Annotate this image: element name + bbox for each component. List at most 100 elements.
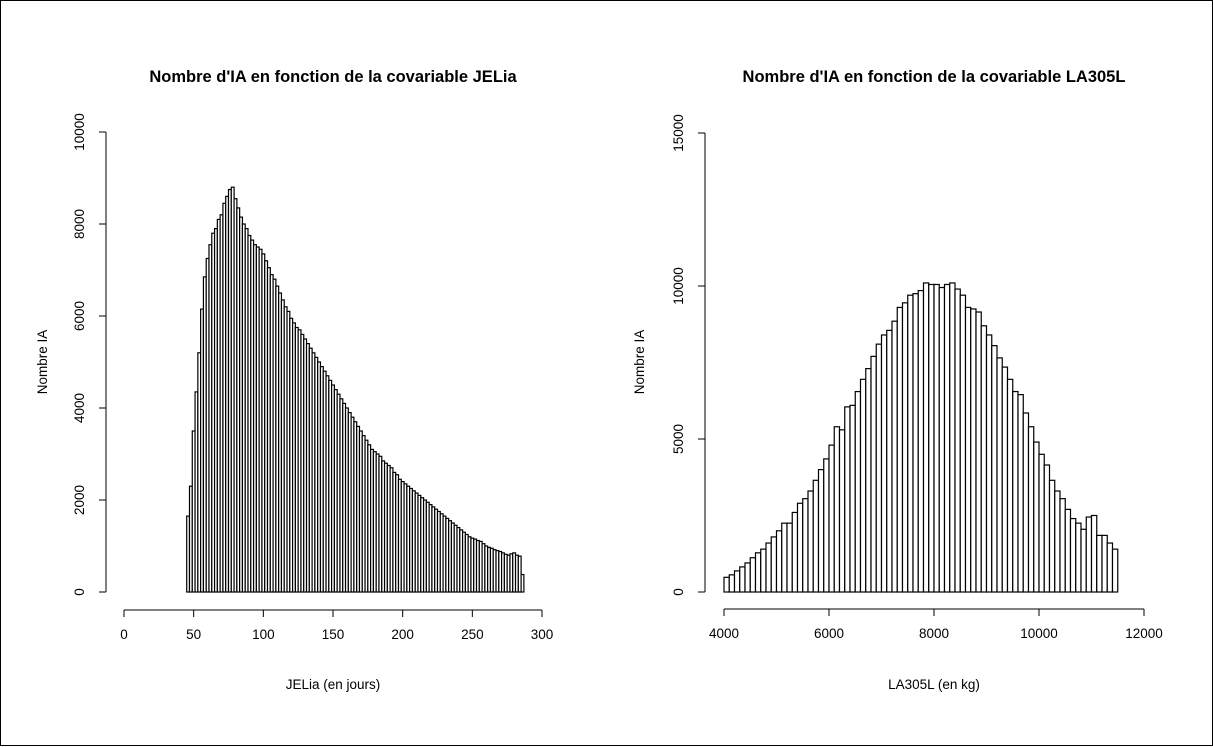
histogram-bar (880, 334, 888, 593)
histogram-bar (1012, 390, 1019, 593)
histogram-bar (1085, 516, 1093, 593)
histogram-bar (1054, 490, 1061, 593)
histogram-bar (991, 345, 998, 593)
histogram-bar (844, 406, 851, 593)
histogram-bar (781, 522, 788, 593)
histogram-bar (1038, 453, 1045, 593)
histogram-bar (1096, 534, 1103, 593)
histogram-bar (865, 368, 872, 593)
x-tick-label: 200 (391, 627, 414, 642)
histogram-jelia-panel: Nombre d'IA en fonction de la covariable… (35, 68, 553, 692)
histogram-bar (1033, 441, 1040, 593)
x-tick-label: 0 (120, 627, 128, 642)
histogram-bar (1059, 498, 1066, 593)
histogram-bar (970, 308, 977, 593)
histogram-bar (760, 548, 767, 593)
histogram-bar (739, 566, 746, 593)
y-tick-label: 2000 (72, 485, 87, 515)
histogram-bar (775, 530, 783, 593)
y-axis-jelia: 0 2000 4000 6000 8000 10000 (72, 113, 107, 596)
histogram-bar (954, 288, 961, 593)
y-tick-label: 10000 (72, 113, 87, 151)
chart-title-jelia: Nombre d'IA en fonction de la covariable… (149, 68, 517, 86)
histogram-bar (875, 343, 883, 593)
histogram-bar (1017, 394, 1024, 593)
histogram-bar (901, 302, 909, 593)
x-tick-label: 50 (186, 627, 201, 642)
histogram-bar (891, 320, 898, 593)
histogram-bar (917, 289, 925, 593)
y-tick-label: 8000 (72, 209, 87, 239)
histogram-bar (1027, 426, 1035, 593)
histogram-bar (728, 574, 736, 593)
histogram-bar (1069, 517, 1077, 593)
histogram-bar (943, 283, 951, 593)
y-tick-label: 0 (72, 588, 87, 596)
histogram-bar (733, 570, 741, 593)
histogram-bar (870, 355, 877, 593)
y-axis-la305l: 0 5000 10000 15000 (671, 114, 706, 596)
histogram-bar (812, 479, 820, 593)
histogram-bar (1064, 508, 1072, 593)
histogram-bar (854, 390, 862, 593)
x-tick-label: 150 (322, 627, 345, 642)
y-tick-label: 6000 (72, 301, 87, 331)
histogram-bar (896, 306, 904, 593)
histogram-bar (949, 282, 956, 593)
histogram-bar (749, 557, 757, 593)
histogram-bar (980, 325, 988, 593)
x-tick-label: 12000 (1125, 626, 1163, 641)
bars-la305l (723, 282, 1119, 593)
histogram-bar (802, 498, 809, 593)
y-tick-label: 4000 (72, 393, 87, 423)
histogram-bar (838, 429, 846, 593)
histogram-bar (791, 511, 799, 593)
histogram-bar (744, 562, 751, 593)
histogram-bar (1111, 548, 1119, 593)
histogram-bar (786, 522, 793, 593)
histogram-bar (1106, 542, 1114, 593)
histogram-bar (1001, 366, 1009, 593)
x-tick-label: 300 (531, 627, 554, 642)
histogram-bar (754, 552, 762, 593)
x-tick-label: 100 (252, 627, 275, 642)
histogram-bar (849, 404, 856, 593)
x-tick-label: 6000 (814, 626, 844, 641)
histogram-bar (1080, 528, 1087, 593)
histogram-bar (907, 294, 914, 593)
chart-title-la305l: Nombre d'IA en fonction de la covariable… (743, 68, 1126, 86)
x-axis-label-jelia: JELia (en jours) (286, 677, 381, 692)
histogram-bar (975, 311, 982, 593)
histogram-bar (723, 576, 730, 593)
histogram-bar (928, 283, 935, 593)
histogram-bar (1043, 464, 1051, 593)
y-axis-label-la305l: Nombre IA (632, 330, 647, 395)
y-tick-label: 0 (671, 588, 686, 596)
histogram-bar (859, 378, 867, 593)
histogram-bar (938, 286, 946, 593)
y-tick-label: 5000 (671, 424, 686, 454)
histogram-bar (828, 444, 835, 593)
histogram-bar (520, 573, 525, 593)
histogram-bar (912, 293, 919, 593)
histogram-la305l-panel: Nombre d'IA en fonction de la covariable… (632, 68, 1163, 692)
histogram-bar (996, 357, 1003, 593)
histogram-bar (964, 306, 972, 593)
x-axis-jelia: 0 50 100 150 200 250 300 (120, 609, 554, 642)
histogram-bar (1075, 522, 1082, 593)
x-tick-label: 8000 (919, 626, 949, 641)
y-tick-label: 15000 (671, 114, 686, 152)
histogram-bar (823, 458, 830, 593)
histogram-bar (1090, 514, 1098, 593)
x-tick-label: 10000 (1020, 626, 1058, 641)
x-axis-label-la305l: LA305L (en kg) (888, 677, 980, 692)
x-tick-label: 4000 (709, 626, 739, 641)
histogram-bar (796, 502, 804, 593)
y-tick-label: 10000 (671, 267, 686, 305)
histogram-bar (1048, 479, 1056, 593)
histogram-bar (807, 490, 814, 593)
histogram-bar (765, 542, 772, 593)
bars-jelia (186, 186, 525, 593)
histogram-bar (770, 536, 778, 593)
